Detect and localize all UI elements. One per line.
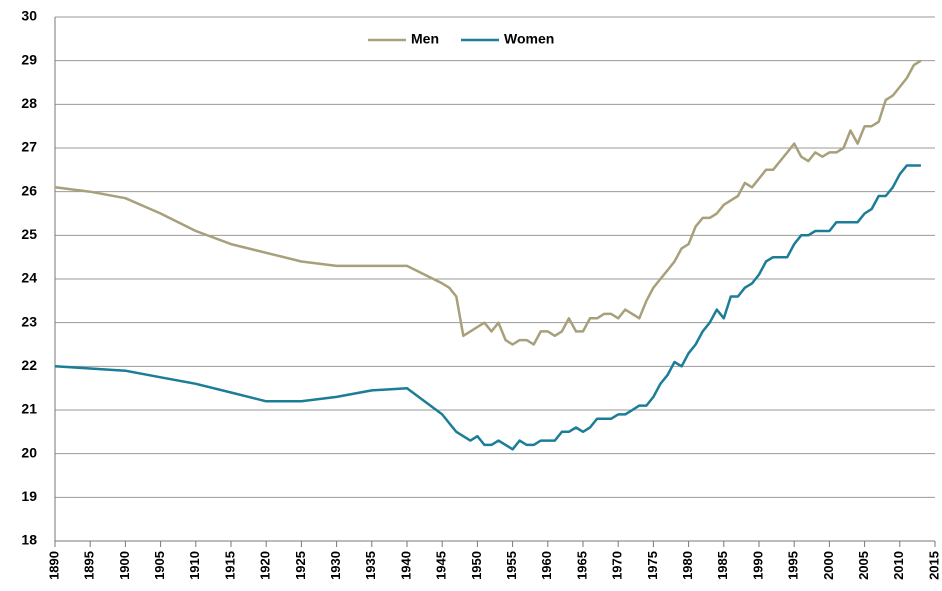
line <box>54 164 921 451</box>
x-tick-label: 1990 <box>750 551 765 580</box>
y-tick-label: 20 <box>21 444 37 460</box>
x-tick-label: 1960 <box>539 551 554 580</box>
y-tick-label: 27 <box>21 139 37 155</box>
y-tick-label: 28 <box>21 95 37 111</box>
y-tick-label: 22 <box>21 357 37 373</box>
x-tick-label: 1935 <box>363 551 378 580</box>
x-tick-label: 2015 <box>926 551 941 580</box>
y-tick-label: 19 <box>21 488 37 504</box>
y-tick-label: 23 <box>21 313 37 329</box>
x-tick-label: 1930 <box>328 551 343 580</box>
legend-label: Men <box>411 31 439 47</box>
x-tick-label: 1945 <box>434 551 449 580</box>
x-tick-label: 1925 <box>293 551 308 580</box>
x-tick-label: 1975 <box>645 551 660 580</box>
legend-label: Women <box>504 31 554 47</box>
y-tick-label: 30 <box>21 8 37 24</box>
x-tick-label: 1900 <box>117 551 132 580</box>
x-tick-label: 1895 <box>82 551 97 580</box>
x-tick-label: 1890 <box>46 551 61 580</box>
line <box>54 59 922 346</box>
y-tick-label: 21 <box>21 401 37 417</box>
y-tick-label: 18 <box>21 532 37 548</box>
x-tick-label: 1950 <box>469 551 484 580</box>
x-tick-label: 1905 <box>152 551 167 580</box>
y-tick-label: 26 <box>21 182 37 198</box>
x-tick-label: 1910 <box>187 551 202 580</box>
x-tick-label: 2005 <box>856 551 871 580</box>
x-tick-label: 2000 <box>821 551 836 580</box>
x-tick-label: 1915 <box>222 551 237 580</box>
x-tick-label: 1995 <box>786 551 801 580</box>
x-tick-label: 1965 <box>574 551 589 580</box>
x-tick-label: 1980 <box>680 551 695 580</box>
x-tick-label: 1970 <box>610 551 625 580</box>
y-tick-label: 24 <box>21 270 37 286</box>
y-tick-label: 29 <box>21 51 37 67</box>
x-tick-label: 1985 <box>715 551 730 580</box>
x-tick-label: 1955 <box>504 551 519 580</box>
x-tick-label: 1940 <box>398 551 413 580</box>
y-tick-label: 25 <box>21 226 37 242</box>
x-tick-label: 1920 <box>258 551 273 580</box>
x-tick-label: 2010 <box>891 551 906 580</box>
